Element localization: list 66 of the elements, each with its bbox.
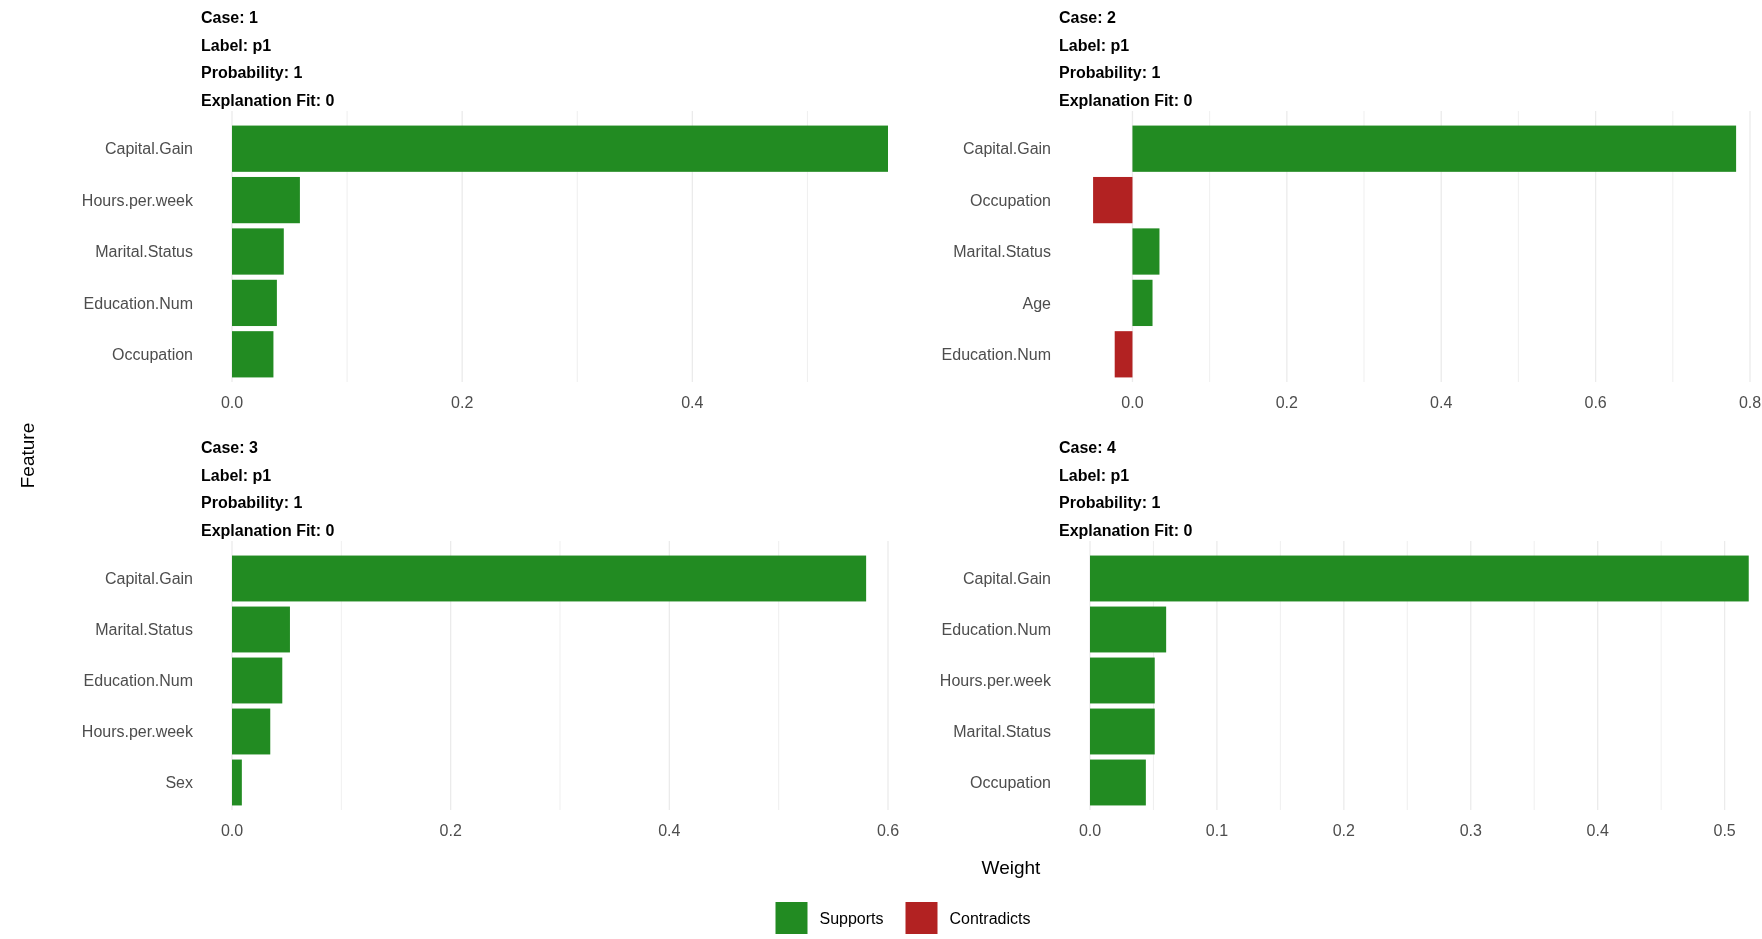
y-tick-label: Age [1022,294,1052,312]
y-tick-label: Occupation [970,191,1051,209]
bar [1090,708,1155,755]
bar [232,606,290,653]
x-tick-label: 0.0 [220,822,244,839]
y-tick-label: Capital.Gain [104,140,193,158]
x-tick-label: 0.4 [1430,394,1453,411]
bar [1132,125,1737,172]
bar [232,759,242,806]
y-tick-label: Occupation [112,345,193,363]
x-tick-label: 0.4 [658,822,681,839]
x-tick-label: 0.0 [1121,394,1144,411]
bar [232,125,888,172]
y-tick-label: Hours.per.week [81,723,194,741]
bar [1090,606,1167,653]
x-tick-label: 0.2 [451,394,474,411]
bar [1132,279,1153,327]
x-tick-label: 0.5 [1713,822,1736,839]
y-axis-title: Feature [17,422,38,489]
x-tick-label: 0.3 [1459,822,1482,839]
y-tick-label: Education.Num [83,294,193,312]
y-tick-label: Education.Num [941,621,1051,639]
x-tick-label: 0.4 [681,394,704,411]
bar [1093,176,1133,224]
x-tick-label: 0.8 [1738,394,1762,411]
x-tick-label: 0.6 [1584,394,1607,411]
bar [1090,759,1146,806]
bar [1090,555,1749,602]
y-tick-label: Capital.Gain [962,570,1051,588]
chart-title: Case: 2 Label: p1 Probability: 1 Explanation Fit: 0 [1059,9,1193,109]
bar [1114,331,1133,378]
x-tick-label: 0.1 [1205,822,1229,839]
legend-label: Supports [819,910,884,927]
bar [1090,657,1155,704]
y-tick-label: Sex [165,774,193,792]
bar [232,279,277,327]
legend-label: Contradicts [949,910,1031,927]
y-tick-label: Hours.per.week [81,191,194,209]
bar [232,708,271,755]
chart-title: Case: 4 Label: p1 Probability: 1 Explanation Fit: 0 [1059,439,1193,539]
y-tick-label: Occupation [970,774,1051,792]
x-tick-label: 0.6 [876,822,900,839]
x-tick-label: 0.4 [1586,822,1609,839]
x-axis-title: Weight [981,857,1042,878]
y-tick-label: Education.Num [83,672,193,690]
bar [232,228,284,275]
x-tick-label: 0.2 [1275,394,1299,411]
y-tick-label: Capital.Gain [962,140,1051,158]
y-tick-label: Marital.Status [953,243,1051,261]
bar [232,331,274,378]
x-tick-label: 0.2 [1332,822,1356,839]
y-tick-label: Education.Num [941,345,1051,363]
y-tick-label: Capital.Gain [104,570,193,588]
y-tick-label: Marital.Status [95,621,193,639]
bar [232,555,867,602]
bar [1132,228,1160,275]
x-tick-label: 0.0 [1078,822,1102,839]
x-tick-label: 0.2 [439,822,462,839]
x-tick-label: 0.0 [220,394,244,411]
y-tick-label: Marital.Status [953,723,1051,741]
bar [232,657,283,704]
bar [232,176,300,224]
chart-title: Case: 1 Label: p1 Probability: 1 Explanation Fit: 0 [201,9,335,109]
y-tick-label: Hours.per.week [939,672,1052,690]
y-tick-label: Marital.Status [95,243,193,261]
chart-title: Case: 3 Label: p1 Probability: 1 Explanation Fit: 0 [201,439,335,539]
